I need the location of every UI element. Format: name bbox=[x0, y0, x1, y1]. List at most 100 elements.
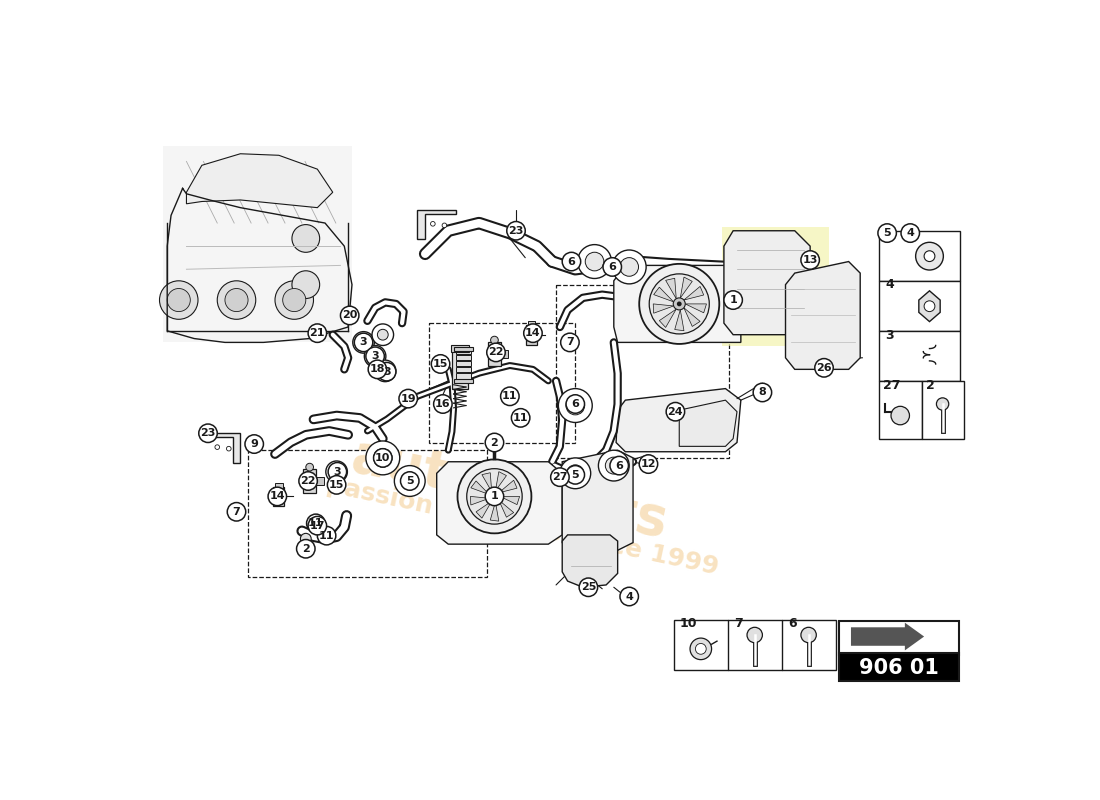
Text: 6: 6 bbox=[615, 461, 623, 470]
Text: 906 01: 906 01 bbox=[859, 658, 938, 678]
Text: 23: 23 bbox=[508, 226, 524, 236]
Circle shape bbox=[639, 264, 719, 344]
Text: 10: 10 bbox=[680, 618, 697, 630]
Circle shape bbox=[399, 390, 418, 408]
Circle shape bbox=[307, 514, 326, 533]
Bar bbox=[321, 531, 329, 538]
Bar bbox=[455, 361, 471, 366]
Polygon shape bbox=[785, 262, 860, 370]
Bar bbox=[517, 412, 526, 419]
Text: 5: 5 bbox=[572, 470, 579, 480]
Circle shape bbox=[566, 396, 584, 415]
Circle shape bbox=[566, 394, 584, 414]
Text: 26: 26 bbox=[816, 363, 832, 373]
Polygon shape bbox=[653, 304, 673, 314]
Circle shape bbox=[199, 424, 218, 442]
Text: 1: 1 bbox=[729, 295, 737, 305]
Text: 2: 2 bbox=[301, 544, 310, 554]
Polygon shape bbox=[498, 500, 514, 518]
Bar bbox=[455, 367, 471, 373]
Circle shape bbox=[578, 245, 612, 278]
Circle shape bbox=[431, 354, 450, 373]
Circle shape bbox=[486, 343, 505, 362]
Polygon shape bbox=[684, 308, 700, 326]
Circle shape bbox=[507, 222, 526, 240]
Circle shape bbox=[374, 360, 396, 382]
Circle shape bbox=[667, 402, 684, 421]
Text: 14: 14 bbox=[525, 328, 541, 338]
Polygon shape bbox=[724, 230, 810, 334]
Polygon shape bbox=[562, 450, 634, 550]
Polygon shape bbox=[562, 535, 618, 587]
Circle shape bbox=[901, 224, 920, 242]
Bar bbox=[839, 621, 959, 655]
Circle shape bbox=[214, 445, 220, 450]
Circle shape bbox=[598, 450, 629, 481]
Circle shape bbox=[924, 301, 935, 312]
Text: 10: 10 bbox=[375, 453, 390, 463]
Bar bbox=[429, 323, 575, 442]
Circle shape bbox=[500, 387, 519, 406]
Circle shape bbox=[639, 455, 658, 474]
Text: 6: 6 bbox=[568, 257, 575, 266]
Circle shape bbox=[366, 347, 384, 366]
Circle shape bbox=[801, 250, 820, 270]
Text: 1: 1 bbox=[491, 491, 498, 502]
Text: 14: 14 bbox=[270, 491, 285, 502]
Circle shape bbox=[695, 643, 706, 654]
Text: 16: 16 bbox=[434, 399, 451, 409]
Circle shape bbox=[377, 330, 388, 340]
Circle shape bbox=[400, 472, 419, 490]
Circle shape bbox=[724, 291, 743, 310]
Circle shape bbox=[377, 362, 396, 381]
Bar bbox=[249, 450, 486, 578]
Text: 12: 12 bbox=[640, 459, 657, 469]
Circle shape bbox=[492, 494, 497, 498]
Text: 3: 3 bbox=[383, 366, 390, 377]
Bar bbox=[454, 347, 473, 351]
Polygon shape bbox=[851, 622, 924, 650]
Circle shape bbox=[524, 324, 542, 342]
Circle shape bbox=[559, 389, 592, 422]
Text: 11: 11 bbox=[502, 391, 518, 402]
Polygon shape bbox=[685, 304, 706, 313]
Text: 6: 6 bbox=[571, 399, 580, 409]
Circle shape bbox=[395, 466, 425, 496]
Circle shape bbox=[308, 517, 327, 535]
Text: 5: 5 bbox=[406, 476, 414, 486]
Text: 7: 7 bbox=[566, 338, 574, 347]
Circle shape bbox=[328, 476, 345, 494]
Circle shape bbox=[551, 468, 569, 486]
Text: 15: 15 bbox=[433, 359, 448, 369]
Bar bbox=[310, 519, 317, 527]
Polygon shape bbox=[680, 400, 737, 446]
Text: 3: 3 bbox=[360, 338, 367, 347]
Polygon shape bbox=[614, 266, 741, 342]
Text: 4: 4 bbox=[886, 278, 894, 291]
Circle shape bbox=[353, 332, 374, 353]
Circle shape bbox=[227, 446, 231, 451]
Circle shape bbox=[366, 441, 399, 475]
Bar bbox=[163, 146, 352, 342]
Circle shape bbox=[228, 502, 245, 521]
Polygon shape bbox=[659, 309, 676, 327]
Polygon shape bbox=[202, 434, 241, 462]
Circle shape bbox=[442, 223, 447, 228]
Bar bbox=[526, 326, 537, 345]
Circle shape bbox=[341, 306, 359, 325]
Circle shape bbox=[801, 627, 816, 642]
Circle shape bbox=[374, 449, 392, 467]
Bar bbox=[455, 373, 471, 378]
Circle shape bbox=[359, 337, 369, 348]
Circle shape bbox=[560, 458, 591, 489]
Text: 23: 23 bbox=[200, 428, 216, 438]
Circle shape bbox=[292, 270, 320, 298]
Bar bbox=[455, 354, 471, 360]
Text: 5: 5 bbox=[883, 228, 891, 238]
Bar bbox=[500, 350, 508, 358]
Circle shape bbox=[318, 526, 336, 545]
Circle shape bbox=[167, 289, 190, 312]
Bar bbox=[839, 653, 959, 682]
Polygon shape bbox=[616, 389, 741, 452]
Text: 15: 15 bbox=[329, 480, 344, 490]
